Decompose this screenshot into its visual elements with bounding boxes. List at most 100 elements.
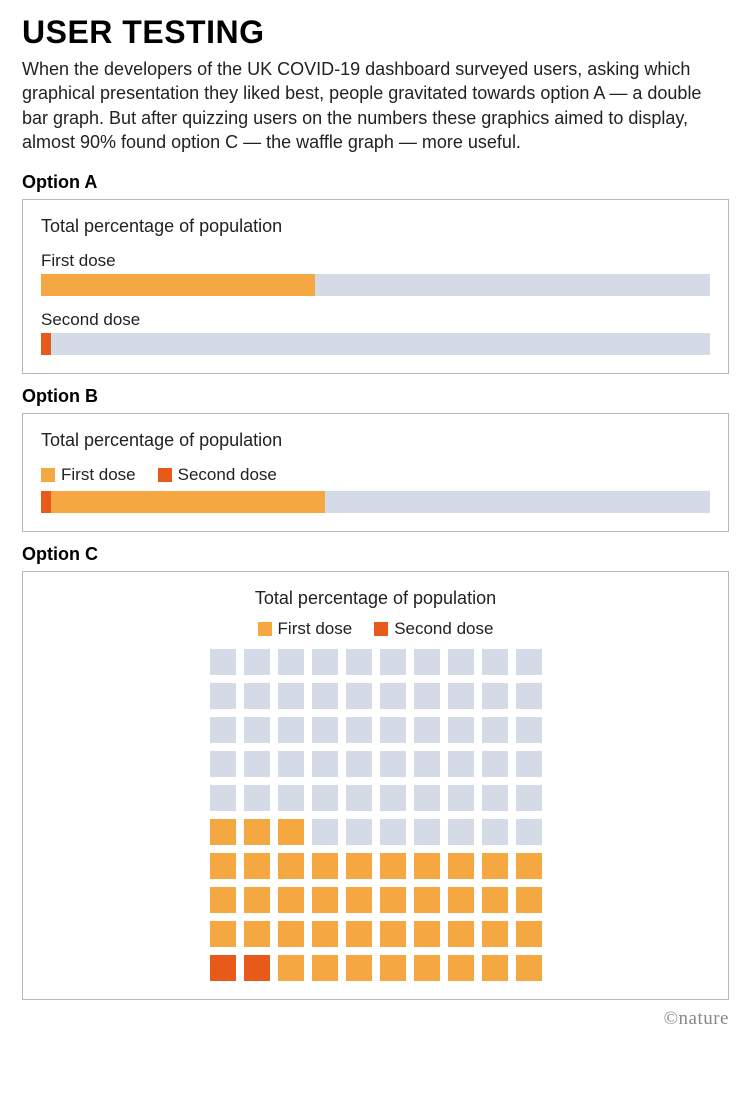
waffle-cell (482, 785, 508, 811)
waffle-cell (448, 853, 474, 879)
option-a-bar1 (41, 274, 710, 296)
option-c-legend-second-label: Second dose (394, 619, 493, 639)
option-b-legend-second: Second dose (158, 465, 277, 485)
waffle-cell (312, 649, 338, 675)
option-b-panel: Total percentage of population First dos… (22, 413, 729, 532)
option-c-waffle (210, 649, 542, 981)
waffle-cell (516, 955, 542, 981)
waffle-cell (380, 887, 406, 913)
waffle-cell (312, 853, 338, 879)
waffle-cell (482, 751, 508, 777)
waffle-cell (380, 853, 406, 879)
option-a-bar2 (41, 333, 710, 355)
waffle-cell (346, 717, 372, 743)
option-b-legend-second-label: Second dose (178, 465, 277, 485)
waffle-cell (278, 921, 304, 947)
waffle-cell (414, 887, 440, 913)
waffle-cell (278, 717, 304, 743)
waffle-cell (346, 819, 372, 845)
waffle-cell (414, 785, 440, 811)
swatch-second-dose (374, 622, 388, 636)
waffle-cell (312, 887, 338, 913)
waffle-cell (448, 683, 474, 709)
waffle-cell (210, 751, 236, 777)
option-c-label: Option C (22, 544, 729, 565)
option-b-legend-first: First dose (41, 465, 136, 485)
waffle-cell (448, 955, 474, 981)
waffle-cell (312, 751, 338, 777)
waffle-cell (482, 921, 508, 947)
option-a-bar2-track (41, 333, 710, 355)
option-b-bar-first (41, 491, 325, 513)
waffle-cell (312, 921, 338, 947)
waffle-cell (244, 751, 270, 777)
waffle-cell (414, 853, 440, 879)
waffle-cell (516, 887, 542, 913)
waffle-cell (244, 921, 270, 947)
option-a-bar2-label: Second dose (41, 310, 710, 330)
option-b-label: Option B (22, 386, 729, 407)
waffle-cell (448, 887, 474, 913)
waffle-cell (346, 853, 372, 879)
waffle-cell (244, 717, 270, 743)
swatch-first-dose (258, 622, 272, 636)
option-c-legend: First dose Second dose (258, 619, 494, 639)
option-c-legend-second: Second dose (374, 619, 493, 639)
waffle-cell (380, 921, 406, 947)
waffle-cell (448, 717, 474, 743)
waffle-cell (278, 853, 304, 879)
waffle-cell (244, 887, 270, 913)
waffle-cell (346, 649, 372, 675)
waffle-cell (210, 649, 236, 675)
option-c-legend-first: First dose (258, 619, 353, 639)
waffle-cell (210, 819, 236, 845)
waffle-cell (346, 921, 372, 947)
waffle-cell (482, 819, 508, 845)
waffle-cell (482, 717, 508, 743)
option-b-panel-title: Total percentage of population (41, 430, 710, 451)
intro-text: When the developers of the UK COVID-19 d… (22, 57, 729, 154)
waffle-cell (312, 717, 338, 743)
waffle-cell (448, 751, 474, 777)
waffle-cell (210, 717, 236, 743)
waffle-cell (482, 955, 508, 981)
waffle-cell (380, 751, 406, 777)
waffle-cell (312, 819, 338, 845)
waffle-cell (380, 649, 406, 675)
swatch-second-dose (158, 468, 172, 482)
waffle-cell (346, 785, 372, 811)
waffle-cell (482, 853, 508, 879)
waffle-cell (210, 785, 236, 811)
option-b-legend: First dose Second dose (41, 465, 710, 485)
waffle-cell (210, 683, 236, 709)
option-a-label: Option A (22, 172, 729, 193)
waffle-cell (278, 751, 304, 777)
waffle-cell (244, 785, 270, 811)
waffle-cell (346, 955, 372, 981)
waffle-cell (448, 819, 474, 845)
waffle-cell (448, 649, 474, 675)
waffle-cell (244, 819, 270, 845)
waffle-cell (516, 921, 542, 947)
option-b-bar-second (41, 491, 51, 513)
waffle-cell (312, 683, 338, 709)
waffle-cell (414, 683, 440, 709)
waffle-cell (380, 785, 406, 811)
waffle-cell (414, 717, 440, 743)
waffle-cell (346, 887, 372, 913)
waffle-cell (278, 887, 304, 913)
waffle-cell (312, 955, 338, 981)
waffle-cell (414, 921, 440, 947)
waffle-cell (482, 683, 508, 709)
waffle-cell (312, 785, 338, 811)
waffle-cell (346, 683, 372, 709)
option-c-panel: Total percentage of population First dos… (22, 571, 729, 1000)
option-a-panel: Total percentage of population First dos… (22, 199, 729, 374)
option-c-legend-first-label: First dose (278, 619, 353, 639)
waffle-cell (414, 819, 440, 845)
waffle-cell (278, 819, 304, 845)
waffle-cell (516, 649, 542, 675)
waffle-cell (244, 649, 270, 675)
waffle-cell (516, 751, 542, 777)
waffle-cell (482, 887, 508, 913)
